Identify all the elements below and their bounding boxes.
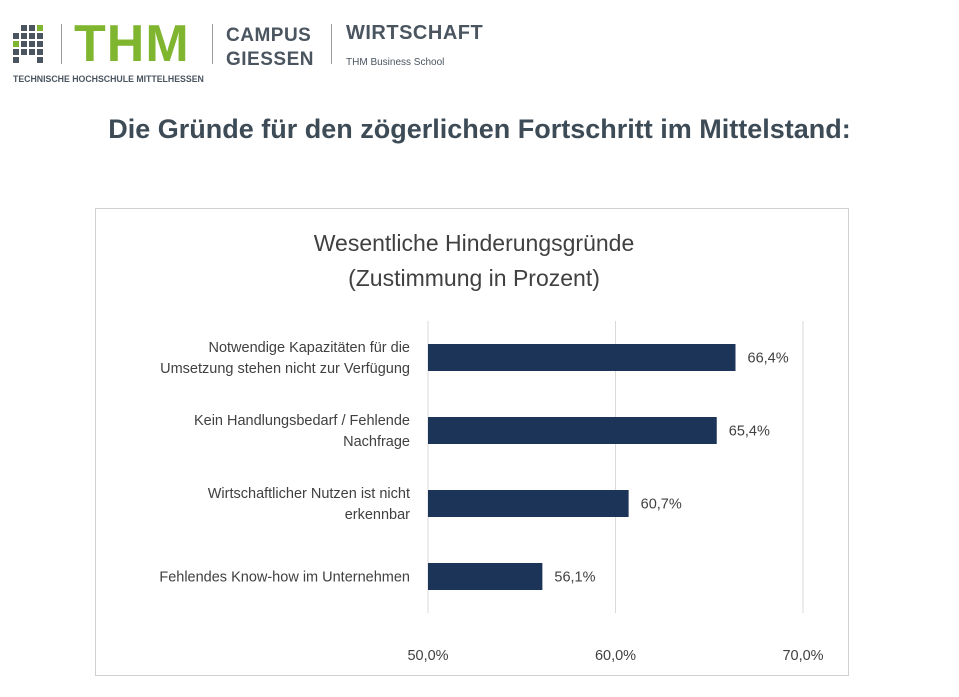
school-label: THM Business School (346, 57, 445, 68)
chart-title-line-1: Wesentliche Hinderungsgründe (314, 230, 635, 256)
data-label: 56,1% (554, 570, 595, 586)
logo-square (13, 33, 19, 39)
bar (428, 563, 543, 590)
data-label: 60,7% (641, 497, 682, 513)
logo-square (21, 33, 27, 39)
bar-chart: Wesentliche Hinderungsgründe (Zustimmung … (159, 230, 823, 664)
category-label: Nachfrage (343, 434, 410, 450)
thm-logo-text: THM (74, 15, 190, 73)
chart-frame: Wesentliche Hinderungsgründe (Zustimmung … (95, 208, 849, 676)
campus-line-2: GIESSEN (226, 49, 314, 70)
logo-square (21, 49, 27, 55)
campus-line-1: CAMPUS (226, 25, 312, 46)
logo-square (37, 25, 43, 31)
header-divider (331, 24, 332, 64)
category-label: Wirtschaftlicher Nutzen ist nicht (208, 486, 410, 502)
category-label: erkennbar (345, 507, 410, 523)
logo-square (29, 25, 35, 31)
department-label: WIRTSCHAFT (346, 22, 484, 44)
x-tick-label: 70,0% (782, 648, 823, 664)
bar (428, 344, 736, 371)
header-divider (61, 24, 62, 64)
logo-square (29, 33, 35, 39)
category-label: Umsetzung stehen nicht zur Verfügung (160, 361, 410, 377)
bar (428, 417, 717, 444)
chart-title-line-2: (Zustimmung in Prozent) (348, 265, 600, 291)
logo-square (29, 41, 35, 47)
thm-logo-grid-icon (13, 25, 47, 63)
logo-square (37, 41, 43, 47)
page-title: Die Gründe für den zögerlichen Fortschri… (108, 114, 851, 144)
category-label: Fehlendes Know-how im Unternehmen (159, 570, 410, 586)
campus-label: CAMPUS GIESSEN (226, 24, 314, 72)
bar (428, 490, 629, 517)
data-label: 66,4% (748, 351, 789, 367)
logo-square (13, 57, 19, 63)
logo-square (37, 57, 43, 63)
logo-square (21, 41, 27, 47)
category-label: Notwendige Kapazitäten für die (208, 340, 410, 356)
x-tick-label: 60,0% (595, 648, 636, 664)
x-tick-label: 50,0% (407, 648, 448, 664)
university-name: TECHNISCHE HOCHSCHULE MITTELHESSEN (13, 74, 204, 85)
logo-square (29, 49, 35, 55)
logo-square (37, 49, 43, 55)
category-label: Kein Handlungsbedarf / Fehlende (194, 413, 410, 429)
logo-square (37, 33, 43, 39)
data-label: 65,4% (729, 424, 770, 440)
header: THM CAMPUS GIESSEN WIRTSCHAFT THM Busine… (0, 0, 959, 95)
logo-square (13, 41, 19, 47)
header-divider (212, 24, 213, 64)
logo-square (13, 49, 19, 55)
logo-square (21, 25, 27, 31)
